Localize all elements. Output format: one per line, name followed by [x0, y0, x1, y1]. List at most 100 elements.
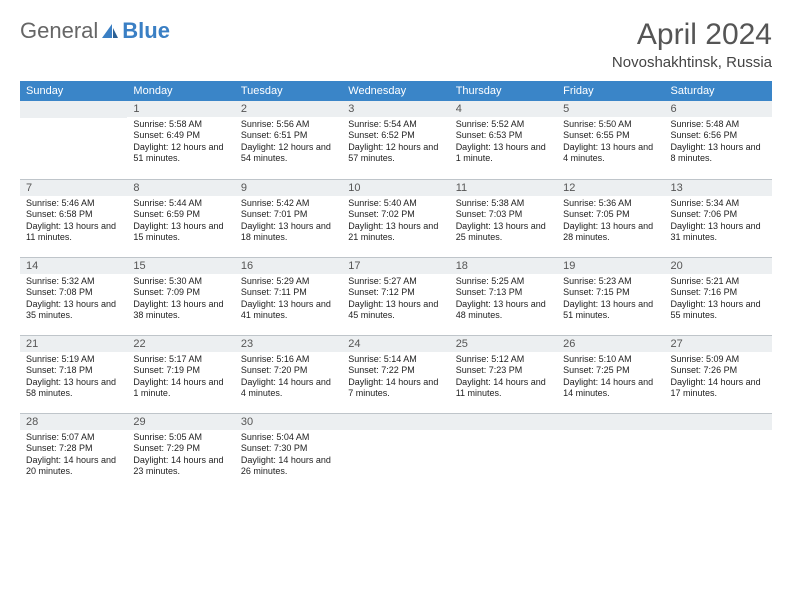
calendar-cell: 18Sunrise: 5:25 AMSunset: 7:13 PMDayligh… — [450, 257, 557, 335]
daylight-line: Daylight: 14 hours and 20 minutes. — [26, 455, 121, 478]
sunset-line: Sunset: 7:08 PM — [26, 287, 121, 298]
brand-logo: General Blue — [20, 18, 170, 44]
sunset-line: Sunset: 6:52 PM — [348, 130, 443, 141]
daylight-line: Daylight: 13 hours and 31 minutes. — [671, 221, 766, 244]
page-title: April 2024 — [612, 18, 772, 52]
calendar-cell: 9Sunrise: 5:42 AMSunset: 7:01 PMDaylight… — [235, 179, 342, 257]
calendar-cell: 23Sunrise: 5:16 AMSunset: 7:20 PMDayligh… — [235, 335, 342, 413]
sunrise-line: Sunrise: 5:58 AM — [133, 119, 228, 130]
sunset-line: Sunset: 7:18 PM — [26, 365, 121, 376]
calendar-cell: 8Sunrise: 5:44 AMSunset: 6:59 PMDaylight… — [127, 179, 234, 257]
calendar-cell: 20Sunrise: 5:21 AMSunset: 7:16 PMDayligh… — [665, 257, 772, 335]
day-number: 21 — [20, 335, 127, 352]
daylight-line: Daylight: 14 hours and 7 minutes. — [348, 377, 443, 400]
calendar-cell: 7Sunrise: 5:46 AMSunset: 6:58 PMDaylight… — [20, 179, 127, 257]
calendar-cell: 6Sunrise: 5:48 AMSunset: 6:56 PMDaylight… — [665, 101, 772, 179]
calendar-cell-empty — [557, 413, 664, 491]
calendar-cell: 19Sunrise: 5:23 AMSunset: 7:15 PMDayligh… — [557, 257, 664, 335]
sunset-line: Sunset: 7:30 PM — [241, 443, 336, 454]
sunset-line: Sunset: 6:59 PM — [133, 209, 228, 220]
day-number: 27 — [665, 335, 772, 352]
daylight-line: Daylight: 12 hours and 54 minutes. — [241, 142, 336, 165]
day-number: 13 — [665, 179, 772, 196]
sunrise-line: Sunrise: 5:34 AM — [671, 198, 766, 209]
day-details: Sunrise: 5:50 AMSunset: 6:55 PMDaylight:… — [557, 117, 664, 168]
calendar-cell: 14Sunrise: 5:32 AMSunset: 7:08 PMDayligh… — [20, 257, 127, 335]
day-details: Sunrise: 5:23 AMSunset: 7:15 PMDaylight:… — [557, 274, 664, 325]
day-details: Sunrise: 5:19 AMSunset: 7:18 PMDaylight:… — [20, 352, 127, 403]
daylight-line: Daylight: 13 hours and 4 minutes. — [563, 142, 658, 165]
day-details: Sunrise: 5:27 AMSunset: 7:12 PMDaylight:… — [342, 274, 449, 325]
daylight-line: Daylight: 13 hours and 21 minutes. — [348, 221, 443, 244]
daylight-line: Daylight: 14 hours and 14 minutes. — [563, 377, 658, 400]
sunset-line: Sunset: 7:26 PM — [671, 365, 766, 376]
sunrise-line: Sunrise: 5:50 AM — [563, 119, 658, 130]
calendar-cell: 12Sunrise: 5:36 AMSunset: 7:05 PMDayligh… — [557, 179, 664, 257]
calendar-cell-empty — [450, 413, 557, 491]
daylight-line: Daylight: 13 hours and 8 minutes. — [671, 142, 766, 165]
sunrise-line: Sunrise: 5:19 AM — [26, 354, 121, 365]
day-details: Sunrise: 5:25 AMSunset: 7:13 PMDaylight:… — [450, 274, 557, 325]
daylight-line: Daylight: 14 hours and 1 minute. — [133, 377, 228, 400]
day-details: Sunrise: 5:58 AMSunset: 6:49 PMDaylight:… — [127, 117, 234, 168]
daylight-line: Daylight: 13 hours and 55 minutes. — [671, 299, 766, 322]
brand-part1: General — [20, 18, 98, 44]
day-details: Sunrise: 5:17 AMSunset: 7:19 PMDaylight:… — [127, 352, 234, 403]
day-number: 10 — [342, 179, 449, 196]
sunset-line: Sunset: 7:11 PM — [241, 287, 336, 298]
daylight-line: Daylight: 12 hours and 57 minutes. — [348, 142, 443, 165]
sunset-line: Sunset: 7:25 PM — [563, 365, 658, 376]
sunrise-line: Sunrise: 5:10 AM — [563, 354, 658, 365]
day-number: 19 — [557, 257, 664, 274]
daylight-line: Daylight: 13 hours and 38 minutes. — [133, 299, 228, 322]
sunset-line: Sunset: 7:19 PM — [133, 365, 228, 376]
day-number: 12 — [557, 179, 664, 196]
weekday-header: Tuesday — [235, 81, 342, 101]
calendar-cell: 25Sunrise: 5:12 AMSunset: 7:23 PMDayligh… — [450, 335, 557, 413]
sunrise-line: Sunrise: 5:17 AM — [133, 354, 228, 365]
calendar-cell-empty — [20, 101, 127, 179]
day-number: 2 — [235, 101, 342, 117]
sunrise-line: Sunrise: 5:14 AM — [348, 354, 443, 365]
weekday-header: Sunday — [20, 81, 127, 101]
sunset-line: Sunset: 7:12 PM — [348, 287, 443, 298]
daylight-line: Daylight: 13 hours and 48 minutes. — [456, 299, 551, 322]
sunrise-line: Sunrise: 5:52 AM — [456, 119, 551, 130]
sunrise-line: Sunrise: 5:54 AM — [348, 119, 443, 130]
day-number: 26 — [557, 335, 664, 352]
daylight-line: Daylight: 13 hours and 25 minutes. — [456, 221, 551, 244]
day-number: 20 — [665, 257, 772, 274]
day-number — [557, 413, 664, 430]
daylight-line: Daylight: 14 hours and 11 minutes. — [456, 377, 551, 400]
calendar-cell: 5Sunrise: 5:50 AMSunset: 6:55 PMDaylight… — [557, 101, 664, 179]
calendar-body: 1Sunrise: 5:58 AMSunset: 6:49 PMDaylight… — [20, 101, 772, 491]
calendar-cell: 16Sunrise: 5:29 AMSunset: 7:11 PMDayligh… — [235, 257, 342, 335]
sunrise-line: Sunrise: 5:48 AM — [671, 119, 766, 130]
sunset-line: Sunset: 7:03 PM — [456, 209, 551, 220]
calendar-cell: 27Sunrise: 5:09 AMSunset: 7:26 PMDayligh… — [665, 335, 772, 413]
day-number: 16 — [235, 257, 342, 274]
day-number: 29 — [127, 413, 234, 430]
sunset-line: Sunset: 7:22 PM — [348, 365, 443, 376]
calendar-row: 28Sunrise: 5:07 AMSunset: 7:28 PMDayligh… — [20, 413, 772, 491]
sunset-line: Sunset: 7:16 PM — [671, 287, 766, 298]
day-number: 3 — [342, 101, 449, 117]
sunset-line: Sunset: 6:58 PM — [26, 209, 121, 220]
day-number: 30 — [235, 413, 342, 430]
sunrise-line: Sunrise: 5:40 AM — [348, 198, 443, 209]
day-details: Sunrise: 5:14 AMSunset: 7:22 PMDaylight:… — [342, 352, 449, 403]
day-number — [665, 413, 772, 430]
day-details: Sunrise: 5:05 AMSunset: 7:29 PMDaylight:… — [127, 430, 234, 481]
calendar-cell: 29Sunrise: 5:05 AMSunset: 7:29 PMDayligh… — [127, 413, 234, 491]
day-number: 14 — [20, 257, 127, 274]
day-details: Sunrise: 5:48 AMSunset: 6:56 PMDaylight:… — [665, 117, 772, 168]
day-details: Sunrise: 5:12 AMSunset: 7:23 PMDaylight:… — [450, 352, 557, 403]
sunrise-line: Sunrise: 5:32 AM — [26, 276, 121, 287]
sunrise-line: Sunrise: 5:12 AM — [456, 354, 551, 365]
calendar-cell: 15Sunrise: 5:30 AMSunset: 7:09 PMDayligh… — [127, 257, 234, 335]
calendar-cell-empty — [342, 413, 449, 491]
calendar-cell: 24Sunrise: 5:14 AMSunset: 7:22 PMDayligh… — [342, 335, 449, 413]
sunrise-line: Sunrise: 5:29 AM — [241, 276, 336, 287]
title-block: April 2024 Novoshakhtinsk, Russia — [612, 18, 772, 71]
sunset-line: Sunset: 6:49 PM — [133, 130, 228, 141]
